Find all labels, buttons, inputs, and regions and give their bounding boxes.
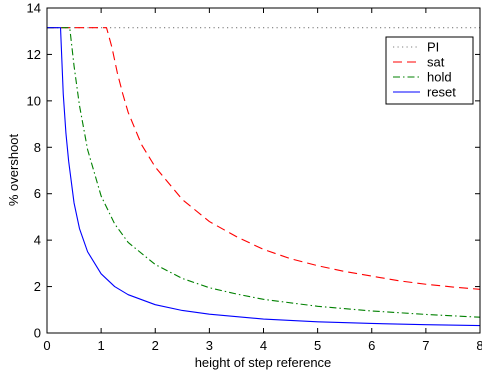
y-tick-label: 14	[27, 1, 41, 16]
x-tick-label: 6	[368, 338, 375, 353]
y-tick-label: 8	[34, 140, 41, 155]
legend-label-reset: reset	[427, 85, 456, 100]
series-line-reset	[47, 27, 481, 327]
y-tick-label: 2	[34, 279, 41, 294]
y-tick-label: 10	[27, 93, 41, 108]
legend-label-sat: sat	[427, 55, 445, 70]
x-tick-label: 1	[98, 338, 105, 353]
y-tick-label: 12	[27, 47, 41, 62]
y-axis-label: % overshoot	[6, 133, 21, 206]
x-tick-label: 3	[206, 338, 213, 353]
y-tick-label: 4	[34, 233, 41, 248]
y-tick-label: 0	[34, 326, 41, 341]
x-tick-label: 5	[314, 338, 321, 353]
plot-series-group	[47, 27, 481, 327]
y-tick-label: 6	[34, 186, 41, 201]
x-tick-label: 0	[43, 338, 50, 353]
y-axis-ticks: 0 2 4 6 8 10 12 14	[27, 1, 480, 341]
series-line-sat	[47, 27, 481, 290]
legend-label-hold: hold	[427, 70, 452, 85]
series-line-hold	[47, 27, 481, 318]
x-tick-label: 8	[476, 338, 482, 353]
legend-label-PI: PI	[427, 40, 439, 55]
x-tick-label: 2	[152, 338, 159, 353]
x-axis-label: height of step reference	[195, 355, 332, 370]
legend-box	[385, 36, 474, 105]
x-axis-ticks: 0 1 2 3 4 5 6 7 8	[43, 8, 482, 353]
x-tick-label: 4	[260, 338, 267, 353]
x-tick-label: 7	[422, 338, 429, 353]
